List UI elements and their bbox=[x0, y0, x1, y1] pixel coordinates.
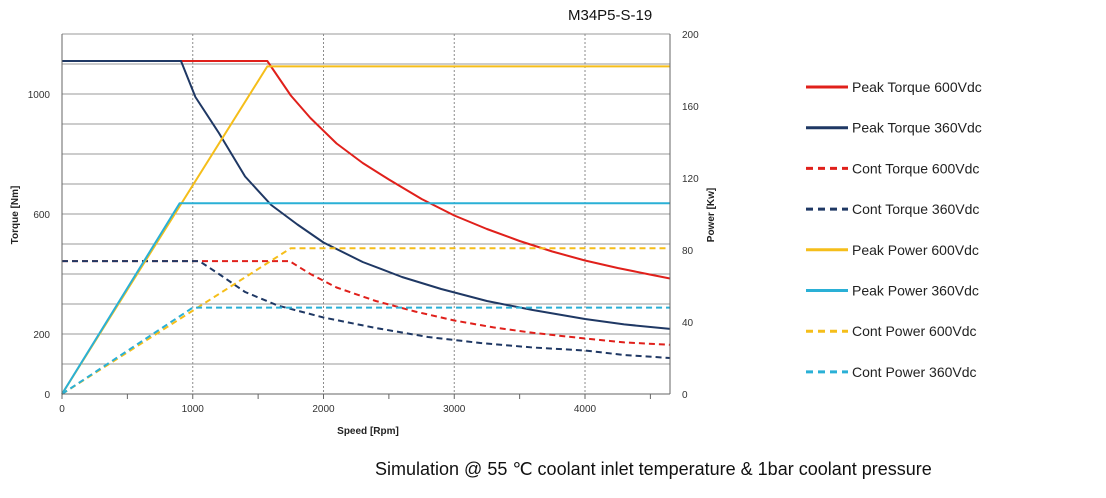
gridlines bbox=[62, 33, 670, 394]
y-left-tick-label: 200 bbox=[33, 330, 50, 341]
legend-label: Cont Torque 360Vdc bbox=[852, 201, 979, 217]
legend-item: Cont Power 600Vdc bbox=[806, 323, 977, 339]
legend-label: Cont Power 360Vdc bbox=[852, 364, 977, 380]
series-line-cont-power-600vdc bbox=[61, 247, 670, 395]
legend-item: Cont Torque 360Vdc bbox=[806, 201, 979, 217]
y-right-tick-label: 0 bbox=[682, 390, 688, 401]
legend-item: Cont Power 360Vdc bbox=[806, 364, 977, 380]
legend-item: Peak Torque 360Vdc bbox=[806, 120, 982, 136]
x-axis-label: Speed [Rpm] bbox=[337, 426, 399, 437]
x-tick-label: 1000 bbox=[182, 404, 205, 415]
series-layer bbox=[61, 60, 671, 395]
legend-label: Cont Power 600Vdc bbox=[852, 323, 977, 339]
series-line-cont-torque-600vdc bbox=[62, 260, 671, 346]
y-right-tick-label: 120 bbox=[682, 174, 699, 185]
series-line-cont-torque-360vdc bbox=[62, 260, 671, 359]
legend-label: Peak Torque 600Vdc bbox=[852, 79, 982, 95]
series-line-cont-power-360vdc bbox=[61, 306, 670, 395]
y-left-axis-label: Torque [Nm] bbox=[10, 186, 21, 245]
x-tick-label: 2000 bbox=[312, 404, 335, 415]
y-left-tick-label: 0 bbox=[44, 390, 50, 401]
legend-label: Peak Power 360Vdc bbox=[852, 283, 979, 299]
x-tick-label: 0 bbox=[59, 404, 65, 415]
tick-labels: 0 1000 2000 3000 4000 0 200 600 1000 0 40 80 120 160 2… bbox=[28, 30, 699, 415]
axes bbox=[61, 34, 671, 399]
legend-label: Peak Torque 360Vdc bbox=[852, 120, 982, 136]
y-right-tick-label: 80 bbox=[682, 246, 694, 257]
y-right-tick-label: 200 bbox=[682, 30, 699, 41]
legend-item: Peak Power 360Vdc bbox=[806, 283, 979, 299]
x-tick-label: 4000 bbox=[574, 404, 597, 415]
legend: Peak Torque 600Vdc Peak Torque 360Vdc Cont… bbox=[806, 79, 982, 380]
y-right-tick-label: 40 bbox=[682, 318, 694, 329]
y-right-axis-label: Power [Kw] bbox=[706, 188, 717, 242]
y-left-tick-label: 600 bbox=[33, 210, 50, 221]
series-line-peak-torque-360vdc bbox=[62, 60, 671, 330]
series-line-peak-power-360vdc bbox=[61, 202, 670, 395]
series-line-peak-torque-600vdc bbox=[62, 60, 671, 280]
chart-title: M34P5-S-19 bbox=[568, 7, 652, 24]
chart-caption: Simulation @ 55 ℃ coolant inlet temperat… bbox=[375, 459, 932, 479]
y-left-tick-label: 1000 bbox=[28, 90, 51, 101]
legend-item: Peak Torque 600Vdc bbox=[806, 79, 982, 95]
y-right-tick-label: 160 bbox=[682, 102, 699, 113]
legend-item: Cont Torque 600Vdc bbox=[806, 160, 979, 176]
legend-label: Peak Power 600Vdc bbox=[852, 242, 979, 258]
legend-label: Cont Torque 600Vdc bbox=[852, 160, 979, 176]
legend-item: Peak Power 600Vdc bbox=[806, 242, 979, 258]
x-tick-label: 3000 bbox=[443, 404, 466, 415]
